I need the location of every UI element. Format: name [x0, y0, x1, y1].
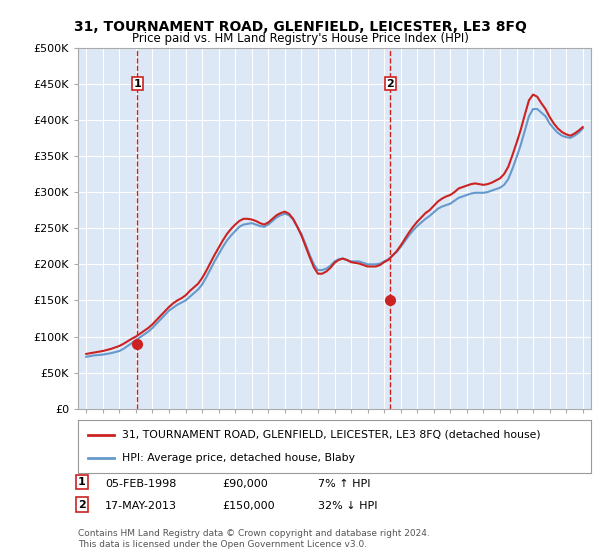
Text: 31, TOURNAMENT ROAD, GLENFIELD, LEICESTER, LE3 8FQ (detached house): 31, TOURNAMENT ROAD, GLENFIELD, LEICESTE…: [122, 430, 540, 440]
Text: £90,000: £90,000: [222, 479, 268, 489]
Text: 05-FEB-1998: 05-FEB-1998: [105, 479, 176, 489]
Text: 31, TOURNAMENT ROAD, GLENFIELD, LEICESTER, LE3 8FQ: 31, TOURNAMENT ROAD, GLENFIELD, LEICESTE…: [74, 20, 526, 34]
Text: 32% ↓ HPI: 32% ↓ HPI: [318, 501, 377, 511]
Text: 1: 1: [134, 79, 141, 88]
Text: 2: 2: [78, 500, 86, 510]
Text: 2: 2: [386, 79, 394, 88]
Text: Price paid vs. HM Land Registry's House Price Index (HPI): Price paid vs. HM Land Registry's House …: [131, 32, 469, 45]
Text: 17-MAY-2013: 17-MAY-2013: [105, 501, 177, 511]
Text: HPI: Average price, detached house, Blaby: HPI: Average price, detached house, Blab…: [122, 453, 355, 463]
Text: 1: 1: [78, 477, 86, 487]
Text: £150,000: £150,000: [222, 501, 275, 511]
Text: Contains HM Land Registry data © Crown copyright and database right 2024.
This d: Contains HM Land Registry data © Crown c…: [78, 529, 430, 549]
Text: 7% ↑ HPI: 7% ↑ HPI: [318, 479, 371, 489]
